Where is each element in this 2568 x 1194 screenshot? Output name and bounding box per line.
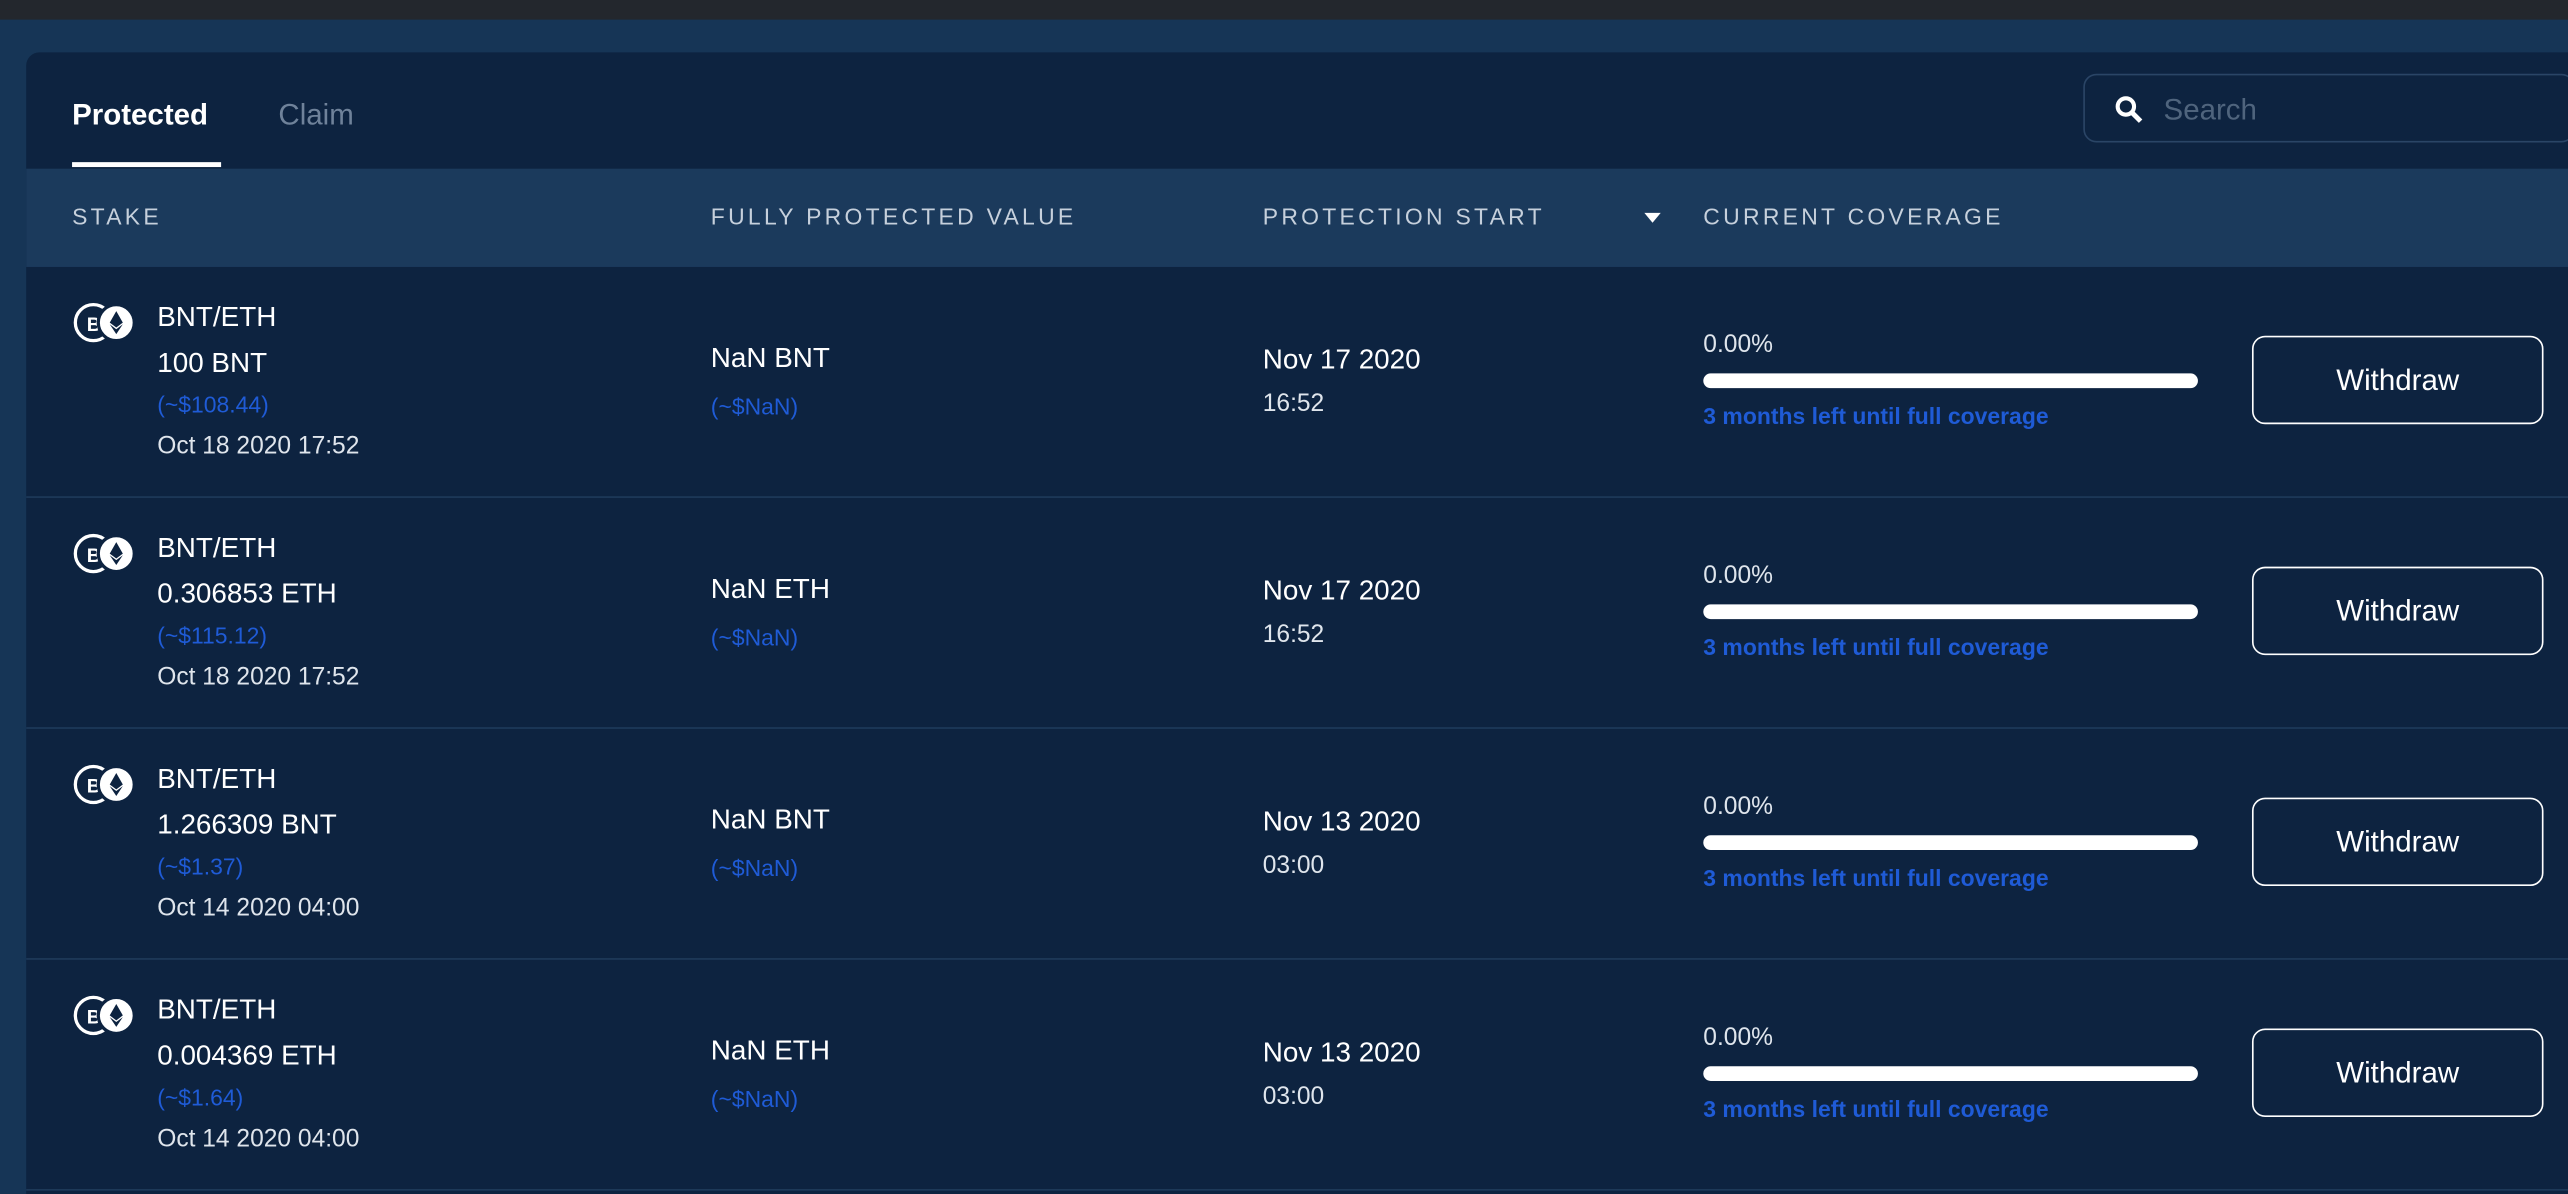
- stake-usd: (~$115.12): [157, 622, 268, 649]
- column-header: CURRENT COVERAGE: [1703, 203, 2004, 230]
- protected-value-usd: (~$NaN): [710, 393, 799, 420]
- token-icon: B: [73, 764, 136, 805]
- column-header[interactable]: PROTECTION START: [1262, 203, 1545, 230]
- coverage-note: 3 months left until full coverage: [1703, 864, 2049, 891]
- tab-claim[interactable]: Claim: [278, 98, 354, 132]
- stake-usd: (~$108.44): [157, 391, 269, 418]
- withdraw-button[interactable]: Withdraw: [2251, 335, 2544, 425]
- protected-value: NaN ETH: [710, 1035, 830, 1067]
- row-divider: [26, 958, 2568, 960]
- start-date: Nov 13 2020: [1262, 1036, 1421, 1068]
- row-divider: [26, 1189, 2568, 1191]
- stake-usd: (~$1.64): [157, 1084, 244, 1111]
- coverage-bar: [1703, 1066, 2198, 1081]
- coverage: 0.00%: [1703, 330, 1773, 359]
- top-strip: [0, 0, 2568, 20]
- stake-amount: 0.004369 ETH: [157, 1040, 337, 1072]
- tab-protected[interactable]: Protected: [72, 98, 209, 132]
- table-header: [26, 168, 2568, 267]
- tab-underline: [72, 162, 222, 168]
- coverage: 0.00%: [1703, 1023, 1773, 1052]
- stake-amount: 100 BNT: [157, 347, 268, 379]
- coverage-note: 3 months left until full coverage: [1703, 1095, 2049, 1122]
- sort-arrow[interactable]: [1643, 211, 1663, 224]
- coverage-note: 3 months left until full coverage: [1703, 633, 2049, 661]
- pair: BNT/ETH: [157, 994, 277, 1026]
- withdraw-button[interactable]: Withdraw: [2251, 1028, 2544, 1117]
- search-icon: [2115, 96, 2143, 123]
- protected-value: NaN BNT: [710, 342, 830, 374]
- withdraw-button[interactable]: Withdraw: [2251, 797, 2544, 887]
- row-divider: [26, 727, 2568, 729]
- stake-amount: 1.266309 BNT: [157, 809, 337, 841]
- protected-value-usd: (~$NaN): [710, 624, 799, 651]
- column-header: STAKE: [72, 203, 162, 230]
- start-date: Nov 17 2020: [1262, 343, 1421, 376]
- coverage-bar: [1703, 373, 2198, 389]
- protected-value-usd: (~$NaN): [710, 1085, 799, 1113]
- stake-date: Oct 14 2020 04:00: [157, 1125, 360, 1154]
- pair: BNT/ETH: [157, 301, 277, 333]
- protected-value: NaN ETH: [710, 573, 830, 605]
- start-time: 16:52: [1262, 389, 1325, 418]
- protected-value: NaN BNT: [710, 804, 830, 836]
- start-time: 03:00: [1262, 1082, 1325, 1111]
- search-placeholder: Search: [2163, 93, 2257, 127]
- stake-date: Oct 18 2020 17:52: [157, 432, 360, 461]
- column-header: FULLY PROTECTED VALUE: [710, 203, 1077, 230]
- token-icon: B: [73, 533, 136, 574]
- start-time: 16:52: [1262, 620, 1325, 649]
- coverage: 0.00%: [1703, 561, 1773, 590]
- start-time: 03:00: [1262, 851, 1325, 880]
- token-icon: B: [73, 302, 136, 343]
- stake-date: Oct 18 2020 17:52: [157, 663, 360, 692]
- coverage: 0.00%: [1703, 792, 1773, 821]
- coverage-bar: [1703, 604, 2198, 620]
- coverage-bar: [1703, 835, 2198, 851]
- token-icon: B: [73, 995, 136, 1036]
- search-box[interactable]: Search: [2083, 73, 2568, 143]
- row-divider: [26, 496, 2568, 498]
- start-date: Nov 13 2020: [1262, 805, 1421, 837]
- coverage-note: 3 months left until full coverage: [1703, 402, 2049, 430]
- pair: BNT/ETH: [157, 532, 277, 564]
- stake-usd: (~$1.37): [157, 853, 244, 880]
- withdraw-button[interactable]: Withdraw: [2251, 566, 2544, 656]
- start-date: Nov 17 2020: [1262, 574, 1421, 606]
- pair: BNT/ETH: [157, 763, 277, 795]
- protected-value-usd: (~$NaN): [710, 854, 799, 882]
- stake-amount: 0.306853 ETH: [157, 578, 337, 610]
- stake-date: Oct 14 2020 04:00: [157, 894, 360, 923]
